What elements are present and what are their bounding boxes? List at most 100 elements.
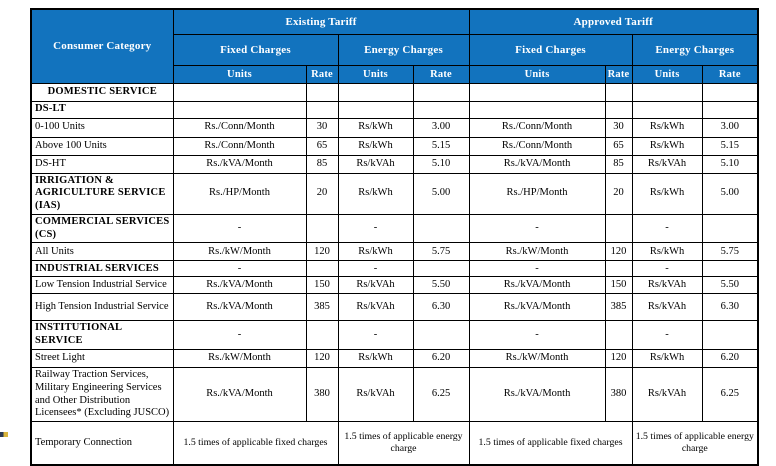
units-cell: -: [631, 320, 703, 351]
table-body: DOMESTIC SERVICE DS-LT 0-100 Units Rs./Conn…: [30, 82, 759, 466]
rate-cell: [701, 320, 759, 351]
rate-cell: [305, 213, 339, 244]
units-cell: -: [468, 260, 606, 278]
units-cell: [337, 82, 414, 102]
header-rate: Rate: [701, 64, 759, 84]
units-cell: Rs./kVA/Month: [172, 293, 307, 322]
rate-cell: [305, 260, 339, 278]
header-existing-tariff: Existing Tariff: [172, 8, 470, 35]
table-row: Temporary Connection 1.5 times of applica…: [30, 421, 759, 466]
table-row: Above 100 Units Rs./Conn/Month 65 Rs/kWh 5.1…: [30, 136, 759, 156]
rate-cell: 6.20: [412, 349, 470, 369]
tariff-table: Consumer Category Existing Tariff Approv…: [30, 8, 760, 466]
corner-artifact: [0, 432, 8, 437]
rate-cell: 6.20: [701, 349, 759, 369]
rate-cell: 65: [305, 136, 339, 156]
units-cell: [468, 82, 606, 102]
rate-cell: [305, 320, 339, 351]
units-cell: Rs/kVAh: [337, 293, 414, 322]
units-cell: -: [631, 260, 703, 278]
units-cell: [172, 82, 307, 102]
units-cell: -: [172, 320, 307, 351]
rate-cell: 65: [604, 136, 633, 156]
header-units: Units: [631, 64, 703, 84]
units-cell: -: [337, 320, 414, 351]
rate-cell: 3.00: [701, 117, 759, 138]
consumer-category-cell: COMMERCIAL SERVICES (CS): [30, 213, 174, 244]
rate-cell: 85: [305, 154, 339, 174]
units-cell: Rs./kVA/Month: [468, 293, 606, 322]
units-cell: [631, 82, 703, 102]
rate-cell: 5.75: [412, 242, 470, 262]
merged-charge-cell: 1.5 times of applicable energy charge: [631, 421, 759, 466]
units-cell: Rs/kWh: [337, 349, 414, 369]
consumer-category-cell: 0-100 Units: [30, 117, 174, 138]
units-cell: -: [337, 213, 414, 244]
rate-cell: 3.00: [412, 117, 470, 138]
units-cell: -: [172, 213, 307, 244]
units-cell: Rs./kVA/Month: [468, 276, 606, 295]
header-rate: Rate: [604, 64, 633, 84]
units-cell: Rs./HP/Month: [172, 172, 307, 215]
table-row: INDUSTRIAL SERVICES - - - -: [30, 260, 759, 278]
units-cell: Rs./kW/Month: [172, 242, 307, 262]
units-cell: Rs./kVA/Month: [172, 276, 307, 295]
units-cell: Rs./kVA/Month: [468, 367, 606, 423]
rate-cell: 5.00: [701, 172, 759, 215]
rate-cell: [412, 213, 470, 244]
table-row: Railway Traction Services, Military Engi…: [30, 367, 759, 423]
rate-cell: [604, 100, 633, 119]
rate-cell: 385: [604, 293, 633, 322]
header-rate: Rate: [305, 64, 339, 84]
table-row: DS-HT Rs./kVA/Month 85 Rs/kVAh 5.10 Rs./kVA/M…: [30, 154, 759, 174]
units-cell: Rs/kWh: [631, 172, 703, 215]
units-cell: Rs/kVAh: [337, 367, 414, 423]
rate-cell: 120: [604, 349, 633, 369]
rate-cell: 380: [305, 367, 339, 423]
merged-charge-cell: 1.5 times of applicable fixed charges: [468, 421, 633, 466]
rate-cell: 120: [305, 349, 339, 369]
consumer-category-cell: INSTITUTIONAL SERVICE: [30, 320, 174, 351]
rate-cell: 5.10: [701, 154, 759, 174]
units-cell: [172, 100, 307, 119]
header-approved-fixed-charges: Fixed Charges: [468, 33, 633, 66]
units-cell: Rs/kVAh: [631, 367, 703, 423]
rate-cell: [604, 213, 633, 244]
consumer-category-cell: IRRIGATION & AGRICULTURE SERVICE (IAS): [30, 172, 174, 215]
rate-cell: 385: [305, 293, 339, 322]
merged-charge-cell: 1.5 times of applicable energy charge: [337, 421, 470, 466]
units-cell: Rs./kW/Month: [468, 242, 606, 262]
table-header: Consumer Category Existing Tariff Approv…: [30, 8, 759, 84]
header-existing-fixed-charges: Fixed Charges: [172, 33, 339, 66]
consumer-category-cell: DS-HT: [30, 154, 174, 174]
units-cell: Rs./Conn/Month: [172, 136, 307, 156]
rate-cell: 20: [604, 172, 633, 215]
rate-cell: 20: [305, 172, 339, 215]
units-cell: [468, 100, 606, 119]
header-units: Units: [468, 64, 606, 84]
consumer-category-cell: INDUSTRIAL SERVICES: [30, 260, 174, 278]
rate-cell: [412, 100, 470, 119]
units-cell: Rs/kWh: [337, 172, 414, 215]
units-cell: -: [172, 260, 307, 278]
consumer-category-cell: Street Light: [30, 349, 174, 369]
units-cell: -: [631, 213, 703, 244]
units-cell: -: [468, 320, 606, 351]
consumer-category-cell: DS-LT: [30, 100, 174, 119]
units-cell: [631, 100, 703, 119]
table-row: High Tension Industrial Service Rs./kVA/M…: [30, 293, 759, 322]
header-approved-energy-charges: Energy Charges: [631, 33, 759, 66]
header-approved-tariff: Approved Tariff: [468, 8, 759, 35]
consumer-category-cell: Temporary Connection: [30, 421, 174, 466]
consumer-category-cell: All Units: [30, 242, 174, 262]
rate-cell: [701, 82, 759, 102]
rate-cell: 380: [604, 367, 633, 423]
rate-cell: 150: [305, 276, 339, 295]
header-rate: Rate: [412, 64, 470, 84]
units-cell: Rs./Conn/Month: [172, 117, 307, 138]
rate-cell: 120: [604, 242, 633, 262]
rate-cell: 5.00: [412, 172, 470, 215]
units-cell: Rs./Conn/Month: [468, 117, 606, 138]
units-cell: [337, 100, 414, 119]
units-cell: Rs./Conn/Month: [468, 136, 606, 156]
